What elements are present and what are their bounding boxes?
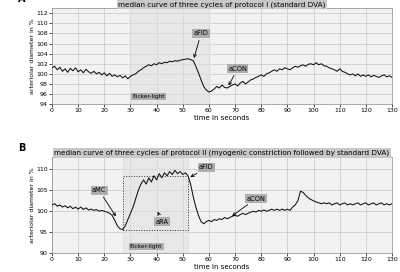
Text: aFID: aFID <box>191 164 214 177</box>
Y-axis label: arteriolar diameter in %: arteriolar diameter in % <box>30 167 35 243</box>
Bar <box>123 157 188 253</box>
Text: flicker-light: flicker-light <box>130 244 162 249</box>
Text: aCON: aCON <box>233 196 266 215</box>
Text: aRA: aRA <box>155 212 168 225</box>
Text: B: B <box>18 143 25 153</box>
X-axis label: time in seconds: time in seconds <box>194 264 250 270</box>
Text: aCON: aCON <box>228 66 247 85</box>
X-axis label: time in seconds: time in seconds <box>194 115 250 121</box>
Text: A: A <box>18 0 26 4</box>
Title: median curve of three cycles of protocol I (standard DVA): median curve of three cycles of protocol… <box>118 1 326 8</box>
Y-axis label: arteriolar diameter in %: arteriolar diameter in % <box>30 18 35 94</box>
Text: flicker-light: flicker-light <box>132 94 165 99</box>
Text: aMC: aMC <box>92 187 115 216</box>
Bar <box>123 176 188 230</box>
Text: aFID: aFID <box>194 30 208 57</box>
Title: median curve of three cycles of protocol II (myogenic constriction followed by s: median curve of three cycles of protocol… <box>54 150 390 156</box>
Bar <box>130 8 209 104</box>
